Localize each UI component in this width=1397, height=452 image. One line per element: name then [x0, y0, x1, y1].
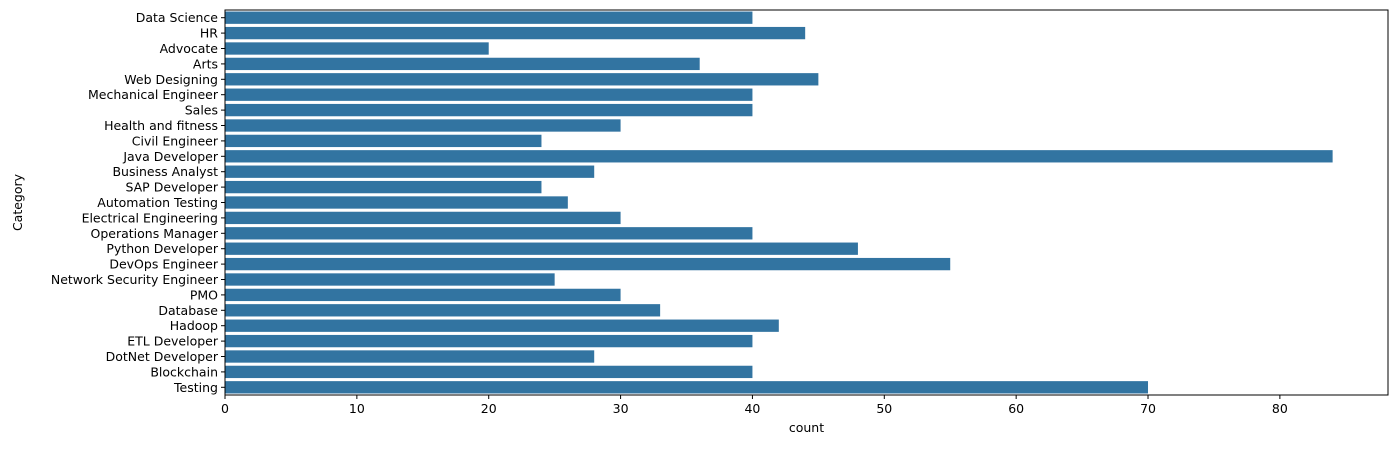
y-tick-label: SAP Developer [125, 180, 218, 195]
y-tick-label: Network Security Engineer [51, 272, 219, 287]
bar-electrical-engineering [225, 211, 621, 225]
bar-python-developer [225, 242, 858, 255]
bar-network-security-engineer [225, 273, 555, 286]
y-tick-label: Advocate [160, 41, 219, 56]
y-tick-label: Database [158, 303, 218, 318]
bar-automation-testing [225, 196, 568, 209]
x-tick-label: 30 [613, 401, 629, 416]
x-tick-label: 20 [481, 401, 497, 416]
y-tick-label: Automation Testing [97, 195, 218, 210]
x-tick-label: 10 [349, 401, 365, 416]
bar-arts [225, 57, 700, 71]
y-tick-label: Electrical Engineering [82, 210, 218, 225]
bar-devops-engineer [225, 257, 951, 271]
bar-civil-engineer [225, 134, 542, 148]
bar-sales [225, 103, 753, 117]
y-tick-label: PMO [190, 287, 218, 302]
y-tick-label: Business Analyst [112, 164, 218, 179]
y-tick-label: Operations Manager [91, 226, 219, 241]
x-tick-label: 60 [1008, 401, 1024, 416]
y-tick-label: Web Designing [124, 72, 218, 87]
x-axis-title: count [789, 420, 824, 435]
y-tick-label: Mechanical Engineer [88, 87, 219, 102]
bar-database [225, 304, 661, 317]
x-tick-label: 0 [221, 401, 229, 416]
y-tick-label: Data Science [136, 10, 219, 25]
bar-pmo [225, 288, 621, 302]
y-tick-label: Sales [185, 103, 218, 118]
y-tick-label: Health and fitness [104, 118, 218, 133]
bar-hr [225, 26, 806, 40]
x-tick-label: 80 [1272, 401, 1288, 416]
bar-testing [225, 381, 1149, 394]
bar-operations-manager [225, 227, 753, 240]
y-tick-label: ETL Developer [127, 334, 219, 349]
bar-health-and-fitness [225, 119, 621, 132]
x-tick-label: 50 [876, 401, 892, 416]
y-tick-label: Testing [173, 380, 218, 395]
bar-etl-developer [225, 334, 753, 348]
bar-blockchain [225, 365, 753, 379]
y-tick-label: HR [200, 26, 218, 41]
y-tick-label: Java Developer [122, 149, 219, 164]
y-tick-label: Blockchain [150, 364, 218, 379]
y-tick-label: Hadoop [170, 318, 218, 333]
y-axis-title: Category [10, 173, 25, 231]
bars-layer [225, 11, 1333, 394]
bar-data-science [225, 11, 753, 24]
y-tick-label: Python Developer [106, 241, 218, 256]
x-tick-label: 70 [1140, 401, 1156, 416]
bar-sap-developer [225, 180, 542, 194]
x-tick-label: 40 [744, 401, 760, 416]
bar-web-designing [225, 73, 819, 86]
y-tick-label: DotNet Developer [106, 349, 219, 364]
y-tick-label: DevOps Engineer [109, 257, 219, 272]
bar-business-analyst [225, 165, 595, 178]
bar-mechanical-engineer [225, 88, 753, 101]
bar-dotnet-developer [225, 350, 595, 363]
y-tick-label: Arts [193, 56, 218, 71]
bar-java-developer [225, 150, 1333, 163]
y-tick-label: Civil Engineer [132, 133, 219, 148]
x-axis-ticks: 0 10 20 30 40 50 60 70 80 [221, 395, 1288, 416]
bar-advocate [225, 42, 489, 55]
plot-frame [224, 9, 1389, 396]
bar-hadoop [225, 319, 779, 332]
